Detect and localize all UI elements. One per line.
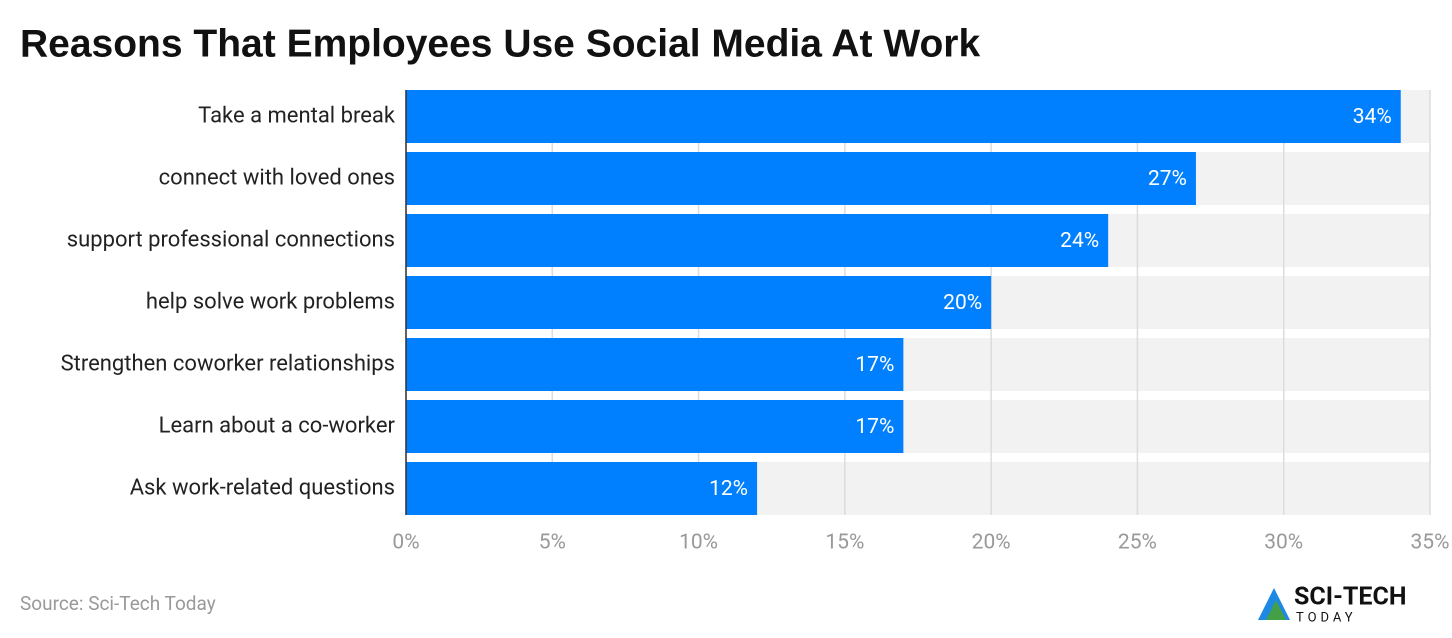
- bar: [406, 276, 992, 329]
- value-label: 24%: [1060, 229, 1099, 253]
- brand: SCI-TECH: [1294, 583, 1406, 612]
- bar: [406, 152, 1196, 205]
- y-tick-label: Strengthen coworker relationships: [61, 351, 395, 376]
- x-tick-label: 15%: [825, 531, 864, 555]
- bar: [406, 338, 904, 391]
- y-tick-label: connect with loved ones: [159, 165, 395, 190]
- bar: [406, 462, 758, 515]
- value-label: 34%: [1353, 105, 1392, 129]
- x-tick-label: 30%: [1264, 531, 1303, 555]
- bar: [406, 90, 1401, 143]
- x-tick-label: 20%: [972, 531, 1011, 555]
- value-label: 17%: [855, 353, 894, 377]
- brand-sub: TODAY: [1296, 610, 1357, 625]
- logo: SCI-TECH TODAY: [1258, 583, 1406, 625]
- y-tick-label: support professional connections: [67, 227, 395, 252]
- y-tick-label: Ask work-related questions: [130, 475, 395, 500]
- logo-icon: [1266, 600, 1286, 620]
- y-tick-label: Take a mental break: [198, 103, 396, 128]
- value-label: 12%: [709, 477, 748, 501]
- chart-title: Reasons That Employees Use Social Media …: [20, 22, 980, 65]
- x-tick-label: 35%: [1411, 531, 1450, 555]
- value-label: 17%: [855, 415, 894, 439]
- bar: [406, 400, 904, 453]
- x-tick-label: 5%: [539, 531, 566, 555]
- value-label: 27%: [1148, 167, 1187, 191]
- source: Source: Sci-Tech Today: [20, 592, 216, 615]
- value-label: 20%: [943, 291, 982, 315]
- x-tick-label: 25%: [1118, 531, 1157, 555]
- bar: [406, 214, 1109, 267]
- y-tick-label: Learn about a co-worker: [159, 413, 396, 438]
- x-tick-label: 10%: [679, 531, 718, 555]
- x-tick-label: 0%: [392, 531, 419, 555]
- y-tick-label: help solve work problems: [146, 289, 395, 314]
